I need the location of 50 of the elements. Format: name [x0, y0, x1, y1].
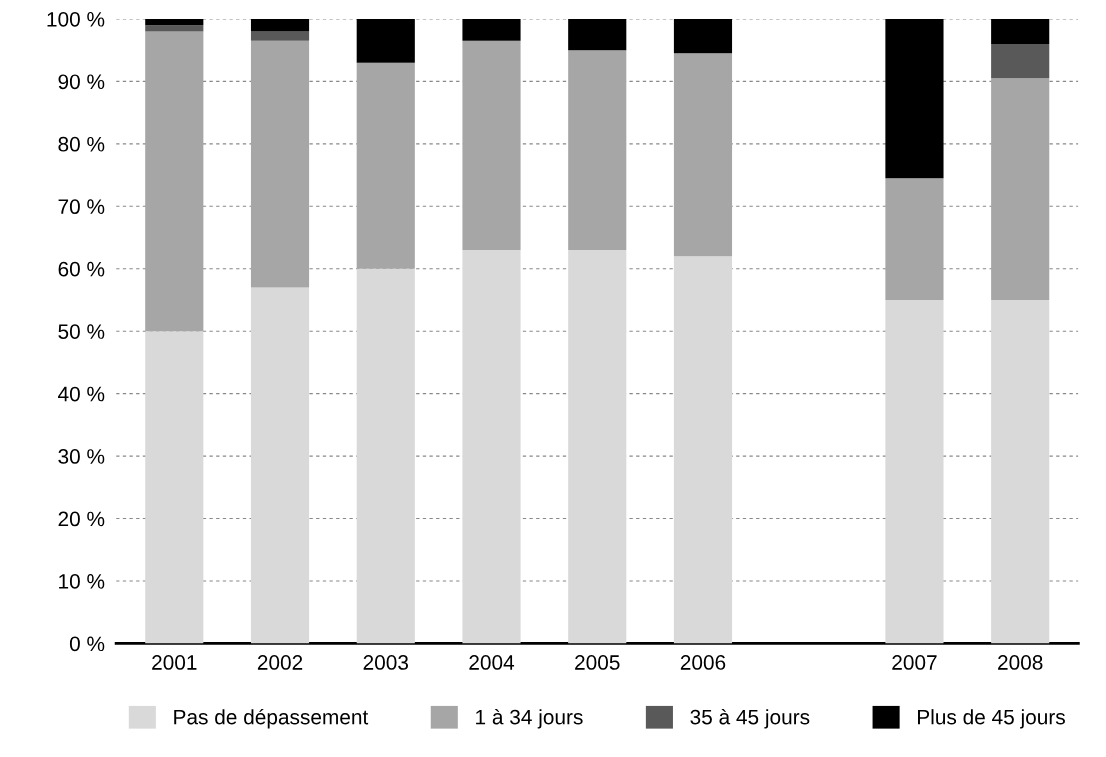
bar — [885, 178, 944, 300]
legend-label: Pas de dépassement — [174, 708, 369, 729]
y-tick-label: 100 % — [47, 11, 105, 27]
bar — [885, 299, 944, 644]
bar — [568, 50, 627, 250]
y-tick-label: 50 % — [58, 324, 105, 339]
y-tick-label: 90 % — [58, 74, 105, 90]
bar — [568, 250, 627, 644]
x-tick-label: 2006 — [680, 655, 726, 670]
legend-label: 1 à 34 jours — [476, 708, 583, 729]
y-tick-label: 0 % — [69, 636, 105, 652]
y-tick-label: 80 % — [58, 136, 105, 152]
x-tick-label: 2007 — [892, 655, 937, 670]
bar — [991, 18, 1050, 44]
bar — [356, 268, 415, 644]
bar — [356, 18, 415, 63]
bar — [673, 18, 733, 54]
bar — [462, 40, 521, 250]
legend-label: Plus de 45 jours — [918, 709, 1065, 729]
bar — [145, 18, 204, 26]
bar — [250, 31, 310, 41]
bar — [991, 78, 1050, 300]
y-tick-label: 70 % — [58, 199, 105, 215]
x-tick-label: 2002 — [257, 655, 303, 670]
bar — [991, 299, 1050, 644]
bar — [250, 287, 310, 644]
legend-label: 35 à 45 jours — [690, 708, 810, 729]
bar — [991, 43, 1050, 79]
bar — [568, 18, 627, 51]
x-tick-label: 2004 — [469, 655, 515, 670]
bar — [145, 31, 204, 332]
bar — [673, 53, 733, 257]
bar — [250, 40, 310, 288]
x-tick-label: 2005 — [575, 655, 620, 670]
y-tick-label: 10 % — [59, 574, 105, 589]
y-tick-label: 20 % — [58, 511, 105, 527]
y-tick-label: 40 % — [58, 386, 105, 402]
x-tick-label: 2008 — [998, 655, 1043, 670]
y-tick-label: 30 % — [58, 449, 105, 464]
bar — [885, 18, 944, 179]
x-tick-label: 2003 — [363, 655, 409, 670]
bar — [250, 18, 310, 32]
x-tick-label: 2001 — [152, 655, 197, 670]
bar — [673, 256, 733, 644]
bar — [356, 62, 415, 269]
bar — [145, 25, 204, 32]
bar — [145, 331, 204, 644]
bar — [462, 18, 521, 41]
bar — [462, 250, 521, 644]
y-tick-label: 60 % — [58, 261, 105, 277]
